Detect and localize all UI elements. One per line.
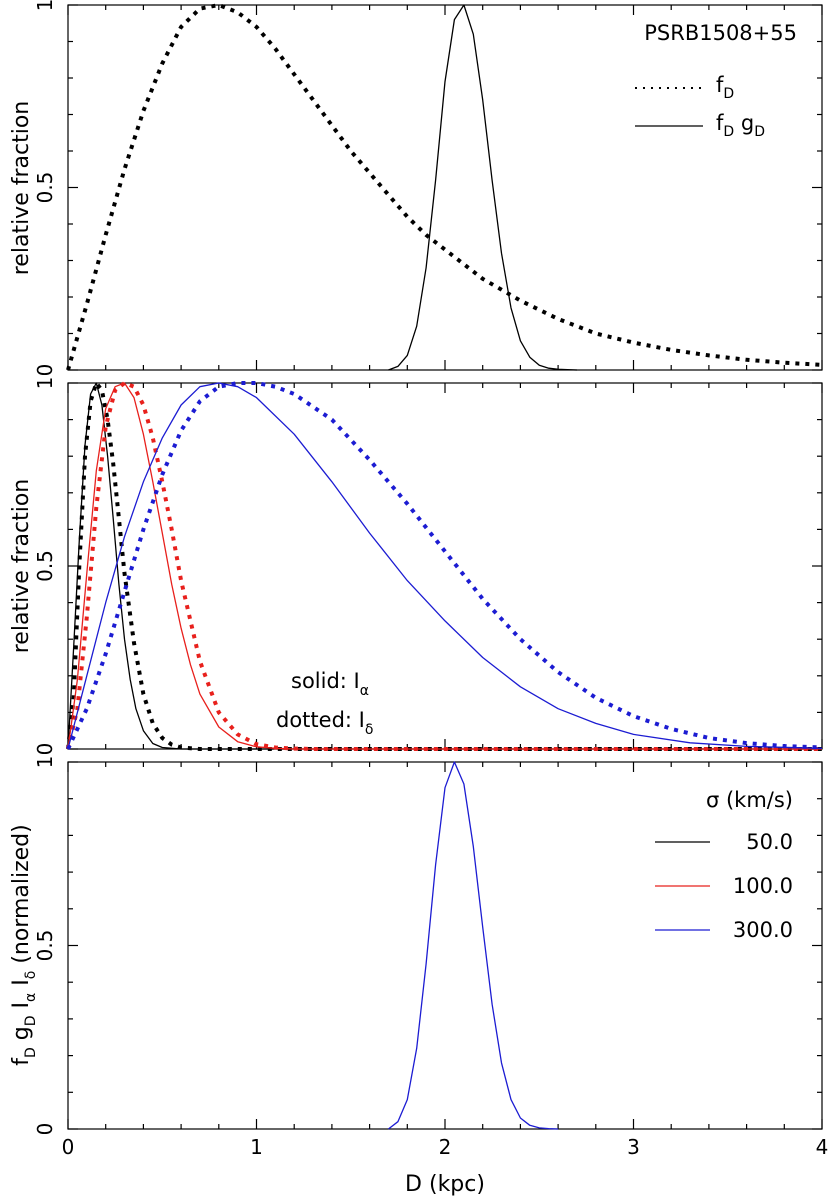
legend-label-50: 50.0 [746, 830, 793, 854]
series-line-fD [66, 3, 823, 371]
y-tick-label: 0 [33, 1123, 57, 1136]
series-line-Ia_100 [67, 382, 822, 750]
x-tick-label: 1 [250, 1135, 263, 1159]
legend-label-100: 100.0 [733, 874, 793, 898]
y-tick-label: 0.5 [33, 550, 57, 582]
series-line-fDgD [388, 4, 578, 371]
x-axis-label: D (kpc) [405, 1172, 485, 1197]
pulsar-name-annotation: PSRB1508+55 [644, 21, 797, 45]
y-axis-label: relative fraction [9, 101, 34, 276]
panel-top: 0 0.5 1 relative fraction PSRB1508+55 fD f… [9, 0, 823, 377]
legend-label-fDgD: fD gD [716, 111, 765, 140]
panel-middle: 0 0.5 1 relative fraction solid: Iα dotted… [9, 377, 823, 756]
y-tick-label: 1 [33, 756, 57, 769]
annotation-dotted-I-delta: dotted: Iδ [276, 708, 373, 738]
y-tick-label: 0.5 [33, 930, 57, 962]
series-line-Id_300 [66, 381, 823, 750]
y-tick-label: 0 [33, 743, 57, 756]
legend-label-300: 300.0 [733, 918, 793, 942]
x-tick-label: 3 [627, 1135, 640, 1159]
y-tick-label: 0.5 [33, 172, 57, 204]
panel-bottom: 00.51 fD gD Iα Iδ (normalized) σ (km/s) … [9, 756, 828, 1197]
plot-frame [67, 761, 823, 1130]
legend-title: σ (km/s) [706, 788, 793, 812]
y-tick-label: 1 [33, 377, 57, 390]
plot-frame [67, 4, 823, 371]
annotation-solid-I-alpha: solid: Iα [291, 669, 369, 699]
x-tick-label: 2 [439, 1135, 452, 1159]
series-line-Id_100 [66, 381, 822, 751]
plot-frame [67, 382, 823, 750]
y-tick-label: 1 [33, 0, 57, 11]
series-line-product_300 [388, 761, 559, 1130]
x-tick-label: 4 [816, 1135, 829, 1159]
x-tick-label: 0 [62, 1135, 75, 1159]
series-line-Ia_50 [67, 382, 822, 750]
series-line-Id_50 [66, 381, 822, 751]
legend-label-fD: fD [716, 73, 734, 102]
y-axis-label: relative fraction [9, 479, 34, 654]
y-tick-label: 0 [33, 364, 57, 377]
series-line-Ia_300 [67, 382, 823, 750]
